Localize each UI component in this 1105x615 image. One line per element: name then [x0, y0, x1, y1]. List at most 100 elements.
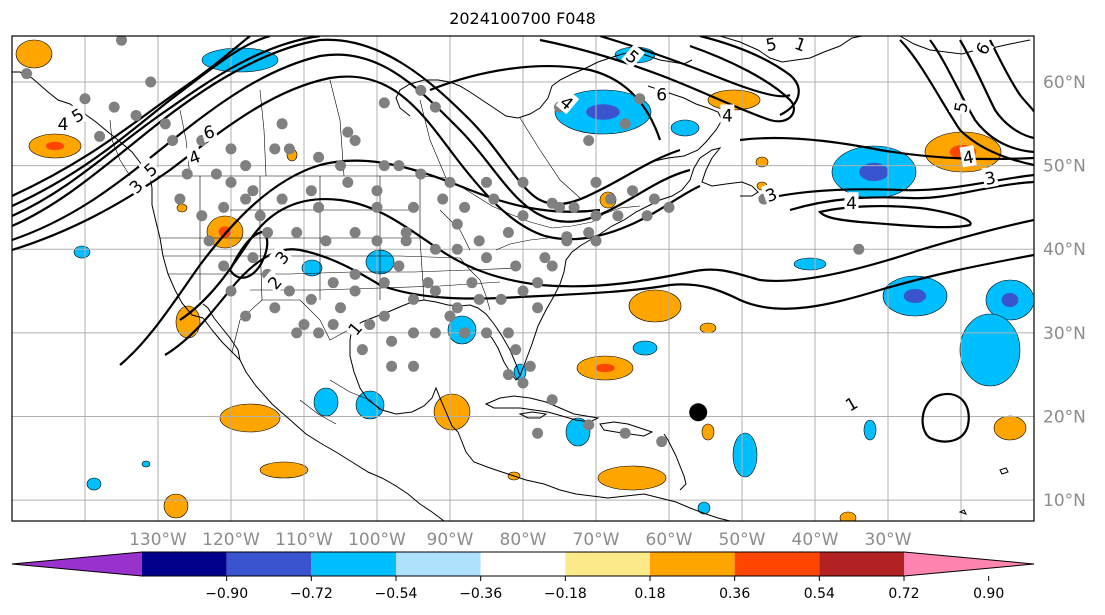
station-dot [408, 201, 419, 213]
station-markers [21, 36, 865, 448]
anomaly-region [219, 403, 281, 433]
station-dot [269, 302, 281, 314]
station-dot [116, 36, 127, 46]
station-dot [254, 210, 266, 222]
station-dot [94, 130, 106, 142]
contour-label-bg [839, 390, 863, 416]
station-dot [276, 193, 288, 205]
anomaly-region [597, 465, 667, 491]
station-dot [583, 135, 595, 147]
station-dot [568, 201, 580, 213]
station-dot [327, 277, 339, 289]
contour-label: 6 [656, 86, 667, 106]
contour-label: 4 [722, 106, 733, 126]
contour-label-bg [969, 36, 995, 60]
anomaly-region [755, 156, 769, 168]
station-dot [590, 210, 602, 222]
colorbar-tick-label: 0.90 [973, 586, 1004, 602]
station-dot [532, 277, 544, 289]
station-dot [459, 327, 471, 339]
station-dot [502, 369, 514, 381]
station-dot [481, 252, 492, 264]
station-dot [590, 176, 602, 188]
station-dot [218, 201, 230, 213]
station-dot [532, 427, 544, 439]
contour-label-bg [760, 182, 781, 206]
station-dot [656, 436, 668, 448]
station-dot [408, 293, 419, 305]
contour-label-bg [138, 156, 162, 182]
station-dot [378, 160, 390, 172]
station-dot [583, 227, 595, 239]
station-dot [196, 210, 208, 222]
colorbar-bin [480, 552, 566, 576]
station-dot [225, 143, 237, 155]
station-dot [400, 227, 412, 239]
colorbar-tick-label: 0.54 [804, 586, 835, 602]
contour-label-bg [981, 166, 999, 189]
chart-title: 2024100700 F048 [449, 9, 596, 28]
station-dot [393, 160, 405, 172]
contour-label-bg [844, 192, 859, 213]
station-dot [342, 176, 354, 188]
station-dot [648, 193, 660, 205]
station-dot [429, 243, 441, 255]
station-dot [546, 260, 558, 272]
colorbar-bin [226, 552, 312, 576]
latitude-labels: 60°N 50°N 40°N 30°N 20°N 10°N [1043, 73, 1086, 511]
station-dot [167, 135, 179, 147]
station-dot [79, 93, 91, 105]
station-dot [108, 101, 120, 113]
anomaly-region [697, 501, 711, 515]
station-dot [583, 419, 595, 431]
station-dot [466, 277, 478, 289]
station-dot [510, 344, 522, 356]
station-dot [356, 344, 368, 356]
station-dot [21, 68, 33, 80]
contour-label-bg [261, 270, 287, 294]
anomaly-region [993, 415, 1027, 441]
station-dot [422, 277, 434, 289]
contour-label-bg [762, 36, 780, 55]
anomaly-region [163, 493, 189, 519]
latitude-label: 40°N [1043, 240, 1086, 260]
anomaly-region [732, 432, 758, 478]
colorbar-tick-label: 0.18 [634, 586, 665, 602]
contour-label: 6 [202, 122, 218, 144]
station-dot [502, 327, 514, 339]
station-dot [641, 210, 653, 222]
anomaly-region [513, 363, 527, 381]
station-dot [517, 377, 529, 389]
station-dot [378, 310, 390, 322]
colorbar-extend-low [12, 552, 142, 576]
station-dot [371, 201, 383, 213]
contour-label-bg [269, 245, 294, 269]
station-dot [488, 193, 500, 205]
station-dot [546, 394, 558, 406]
anomaly-region [176, 203, 188, 213]
station-dot [305, 185, 317, 197]
station-dot [145, 76, 157, 88]
station-dot [510, 260, 522, 272]
station-dot [627, 185, 638, 197]
station-dot [561, 231, 573, 243]
station-dot [283, 143, 295, 155]
contour-label-bg [342, 316, 367, 340]
station-dot [408, 360, 419, 372]
contour-label: 3 [983, 168, 997, 190]
contour-label-bg [959, 145, 977, 168]
station-dot [320, 235, 332, 247]
station-dot [240, 193, 252, 205]
station-dot [619, 427, 631, 439]
station-dot [298, 318, 310, 330]
contour-label-bg [948, 98, 972, 116]
station-dot [429, 285, 441, 297]
station-dot [605, 193, 617, 205]
station-dot [415, 84, 427, 96]
station-dot [429, 101, 441, 113]
anomaly-core [45, 141, 65, 151]
colorbar: −0.90 −0.72 −0.54 −0.36 −0.18 0.18 0.36 0.54 0.7… [11, 551, 1035, 602]
station-dot [262, 227, 273, 239]
latitude-label: 30°N [1043, 324, 1086, 344]
